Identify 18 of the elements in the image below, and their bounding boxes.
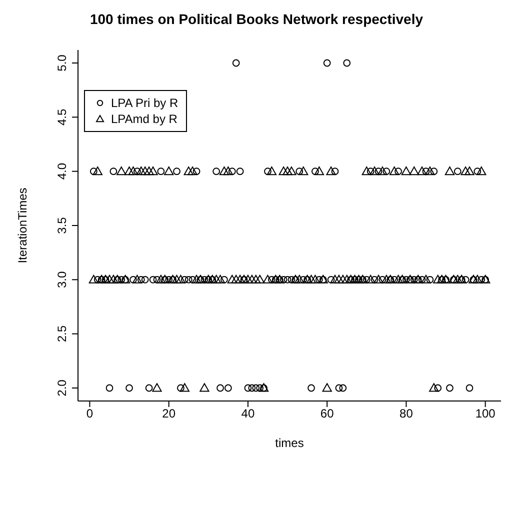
x-tick-label: 60 [320,406,334,421]
legend-label: LPA Pri by R [111,96,178,110]
legend-label: LPAmd by R [111,112,178,126]
y-tick-label: 4.0 [55,162,69,180]
x-tick-label: 80 [400,406,414,421]
y-tick-label: 2.0 [55,379,69,396]
x-tick-label: 100 [475,406,496,421]
y-axis-title: IterationTimes [15,188,30,264]
y-tick-label: 3.0 [55,271,69,288]
x-tick-label: 40 [241,406,255,421]
x-tick-label: 20 [162,406,176,421]
y-tick-label: 4.5 [55,108,69,126]
y-tick-label: 3.5 [55,216,69,234]
y-tick-label: 2.5 [55,325,69,342]
y-tick-label: 5.0 [55,54,69,72]
x-axis-title: times [275,436,304,450]
chart-title: 100 times on Political Books Network respectively [88,10,424,29]
x-tick-label: 0 [86,406,94,421]
